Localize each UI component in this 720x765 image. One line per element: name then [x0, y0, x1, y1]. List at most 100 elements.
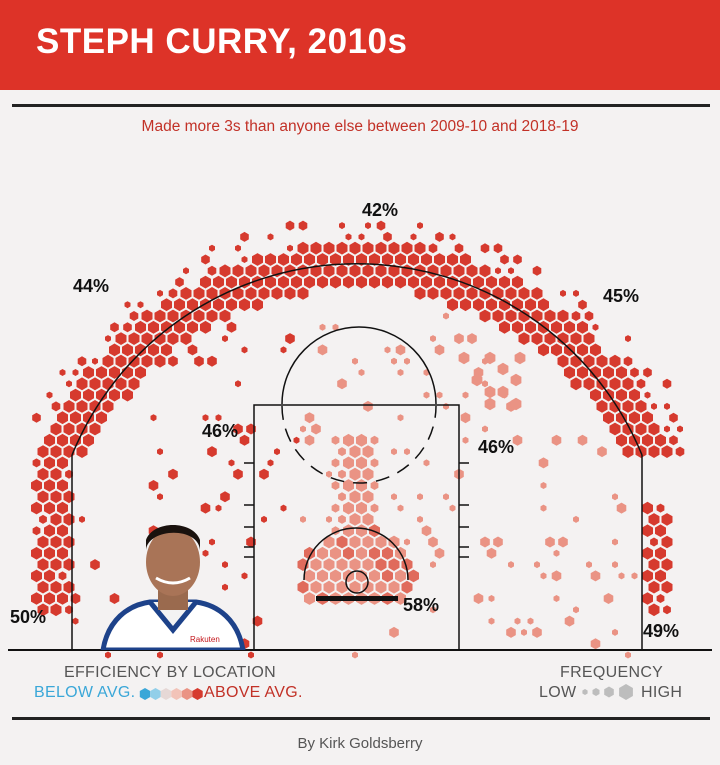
- shot-hex: [168, 288, 178, 299]
- shot-hex: [458, 351, 470, 365]
- shot-hex: [235, 244, 241, 252]
- shot-hex: [506, 626, 516, 638]
- shot-hex: [168, 468, 178, 480]
- shot-hex: [252, 615, 263, 627]
- shot-hex: [349, 513, 361, 526]
- shot-hex: [538, 343, 549, 357]
- shot-hex: [235, 380, 241, 388]
- shot-hex: [596, 354, 608, 368]
- shot-hex: [338, 447, 346, 457]
- shot-hex: [37, 490, 49, 504]
- shot-hex: [326, 470, 332, 478]
- shot-hex: [462, 391, 469, 399]
- shot-hex: [551, 434, 562, 446]
- shot-hex: [157, 448, 163, 456]
- shot-hex: [58, 571, 67, 581]
- shot-hex: [356, 433, 367, 447]
- shot-hex: [331, 458, 340, 468]
- shot-hex: [622, 377, 634, 391]
- shot-hex: [241, 346, 248, 354]
- shot-hex: [573, 289, 579, 297]
- zone-label-left-corner-3: 50%: [10, 607, 46, 627]
- backboard: [316, 596, 398, 601]
- shot-hex: [488, 595, 495, 602]
- shot-hex: [388, 241, 400, 255]
- shot-hex: [583, 332, 595, 345]
- shot-hex: [480, 536, 490, 548]
- shot-hex: [32, 458, 41, 468]
- shot-hex: [538, 298, 549, 312]
- shot-hex: [512, 320, 523, 334]
- shot-hex: [408, 569, 419, 583]
- shot-hex: [233, 423, 243, 435]
- shot-hex: [505, 287, 517, 300]
- shot-hex: [175, 277, 184, 288]
- shot-hex: [311, 423, 321, 435]
- restricted-arc: [303, 527, 409, 581]
- shot-hex: [209, 244, 215, 252]
- free-throw-circle-top: [281, 326, 437, 405]
- shot-hex: [323, 580, 335, 594]
- shot-hex: [349, 490, 361, 504]
- shot-hex: [577, 343, 588, 357]
- frequency-high-label: HIGH: [641, 684, 683, 701]
- shot-hex: [532, 265, 542, 276]
- shot-hex: [115, 354, 127, 368]
- shot-hex: [300, 425, 306, 433]
- shot-hex: [90, 559, 100, 571]
- shot-hex: [44, 456, 55, 470]
- shot-hex: [83, 411, 94, 425]
- shot-hex: [578, 299, 587, 310]
- shot-hex: [500, 254, 509, 265]
- shot-hex: [408, 275, 419, 289]
- shot-hex: [370, 503, 379, 513]
- shot-hex: [161, 320, 172, 334]
- shot-hex: [510, 397, 522, 411]
- shot-hex: [102, 377, 114, 391]
- shot-hex: [609, 422, 621, 436]
- shot-hex: [50, 580, 62, 594]
- shot-hex: [267, 459, 274, 467]
- shot-hex: [629, 388, 640, 402]
- zone-labels: 50% 44% 42% 45% 49% 46% 46% 58%: [10, 200, 679, 641]
- shot-hex: [50, 445, 62, 458]
- shot-hex: [397, 504, 404, 512]
- shot-hex: [96, 388, 107, 402]
- shot-hex: [401, 264, 413, 278]
- shot-hex: [414, 287, 426, 300]
- shot-hex: [410, 233, 417, 241]
- shot-hex: [493, 536, 503, 548]
- shot-hex: [661, 445, 673, 458]
- shot-hex: [447, 275, 458, 289]
- frequency-legend-title: FREQUENCY: [560, 664, 664, 681]
- shot-hex: [167, 332, 179, 345]
- below-avg-label: BELOW AVG.: [34, 684, 136, 701]
- shot-hex: [616, 502, 627, 514]
- shot-hex: [664, 425, 670, 433]
- shot-hex: [241, 256, 248, 263]
- shot-hex: [356, 253, 367, 266]
- shot-hex: [65, 469, 73, 479]
- shot-hex: [590, 366, 601, 379]
- shot-hex: [544, 309, 556, 323]
- shot-hex: [115, 332, 127, 345]
- shot-hex: [124, 301, 131, 309]
- shot-hex: [267, 233, 274, 241]
- shot-hex: [499, 275, 510, 289]
- shot-hex: [343, 479, 354, 492]
- shot-hex: [240, 231, 249, 242]
- shot-hex: [259, 468, 269, 480]
- shot-hex: [194, 355, 204, 367]
- shot-hex: [388, 558, 400, 571]
- shot-hex: [421, 253, 432, 266]
- shot-hex: [278, 253, 289, 266]
- shot-hex: [72, 369, 79, 376]
- shot-hex: [66, 380, 72, 388]
- shot-hex: [430, 335, 436, 343]
- shot-hex: [89, 422, 101, 436]
- shot-hex: [495, 267, 501, 275]
- shot-hex: [460, 298, 471, 312]
- shot-hex: [553, 549, 560, 557]
- shot-hex: [293, 436, 300, 444]
- shot-hex: [252, 298, 263, 312]
